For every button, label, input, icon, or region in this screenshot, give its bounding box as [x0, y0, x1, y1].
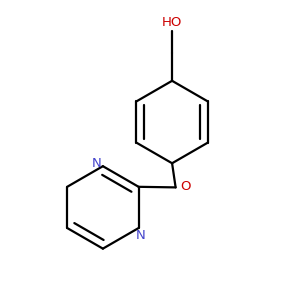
Text: HO: HO	[162, 16, 182, 29]
Text: N: N	[92, 157, 101, 170]
Text: N: N	[136, 229, 146, 242]
Text: O: O	[180, 180, 190, 193]
